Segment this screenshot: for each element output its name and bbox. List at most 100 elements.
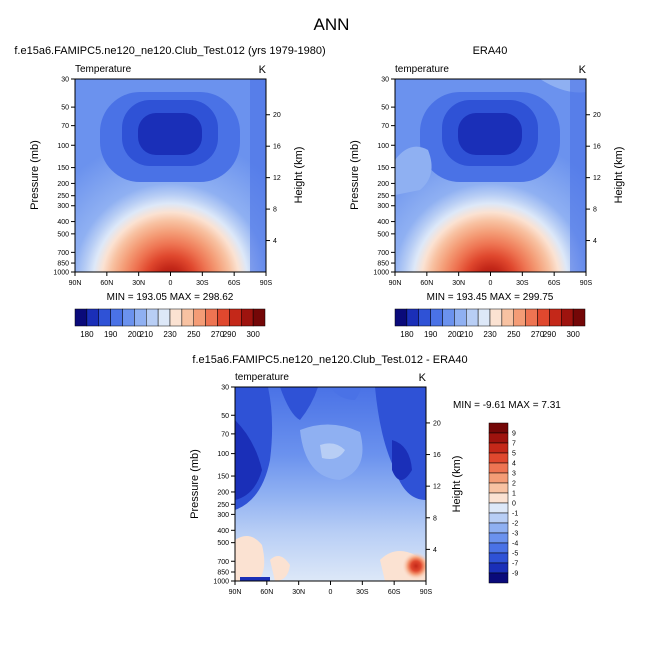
panel-diff-colorbar-label: 1	[512, 491, 516, 498]
panel-model-colorbar-label: 230	[163, 330, 177, 339]
panel-diff-colorbar-label: -1	[512, 511, 518, 518]
panel-model-colorbar-label: 290	[223, 330, 237, 339]
panel-diff-colorbar-swatch	[488, 452, 509, 464]
panel-obs-units: K	[579, 64, 587, 76]
panel-diff-colorbar-swatch	[488, 432, 509, 444]
panel-obs-ytick-label: 70	[381, 123, 389, 130]
panel-diff-colorbar-label: 0	[512, 501, 516, 508]
panel-obs-height-tick-label: 8	[593, 207, 597, 214]
panel-diff-ytick-label: 150	[217, 474, 229, 481]
panel-obs-xtick-label: 0	[489, 280, 493, 287]
panel-obs-height-tick-label: 12	[593, 175, 601, 182]
panel-diff-ylabel-right: Height (km)	[451, 456, 463, 513]
panel-obs: ERA40 temperature K 90N 60N 30N 0 30S 60S 90S 3…	[349, 45, 625, 339]
panel-model-ytick-label: 70	[61, 123, 69, 130]
panel-obs-colorbar-label: 200	[448, 330, 462, 339]
panel-obs-xtick-label: 30N	[452, 280, 465, 287]
panel-obs-colorbar-swatch	[454, 308, 467, 327]
panel-model-units: K	[259, 64, 267, 76]
panel-diff-ytick-label: 100	[217, 451, 229, 458]
panel-model-ytick-label: 100	[57, 143, 69, 150]
panel-model-ytick-label: 850	[57, 261, 69, 268]
panel-diff-colorbar-swatch	[488, 482, 509, 494]
panel-model-height-tick-label: 4	[273, 238, 277, 245]
panel-model-colorbar-swatch	[74, 308, 88, 327]
panel-obs-height-tick-label: 4	[593, 238, 597, 245]
panel-model-xtick-label: 30S	[196, 280, 209, 287]
panel-obs-ytick-label: 850	[377, 261, 389, 268]
panel-diff-xtick-label: 30S	[356, 589, 369, 596]
panel-model-colorbar-label: 210	[140, 330, 154, 339]
panel-obs-colorbar-label: 250	[507, 330, 521, 339]
panel-obs-ytick-label: 50	[381, 105, 389, 112]
panel-model-ytick-label: 200	[57, 181, 69, 188]
panel-diff-ytick-label: 400	[217, 528, 229, 535]
panel-obs-ytick-label: 30	[381, 77, 389, 84]
panel-model-left-label: Temperature	[75, 64, 132, 75]
panel-diff-left-label: temperature	[235, 372, 289, 383]
panel-diff-colorbar-swatch	[488, 462, 509, 474]
panel-diff-height-tick-label: 20	[433, 420, 441, 427]
panel-model-ytick-label: 500	[57, 231, 69, 238]
panel-model-title: f.e15a6.FAMIPC5.ne120_ne120.Club_Test.01…	[14, 45, 325, 57]
panel-diff-ytick-label: 200	[217, 489, 229, 496]
panel-model-colorbar-swatch	[122, 308, 135, 327]
panel-diff-colorbar-label: -2	[512, 521, 518, 528]
panel-diff-xtick-label: 90N	[229, 589, 242, 596]
panel-obs-colorbar-swatch	[418, 308, 431, 327]
panel-diff-colorbar-swatch	[488, 492, 509, 504]
panel-diff-colorbar: 9 7 5 4 3 2 1 0 -1 -2 -3 -4 -5 -7 -9	[488, 422, 518, 584]
panel-obs-colorbar-swatch	[572, 308, 586, 327]
panel-model-colorbar-label: 190	[104, 330, 118, 339]
panel-obs-xtick-label: 30S	[516, 280, 529, 287]
panel-obs-xtick-label: 90N	[389, 280, 402, 287]
panel-obs-height-tick-label: 20	[593, 112, 601, 119]
panel-obs-colorbar-label: 270	[531, 330, 545, 339]
panel-model-colorbar-label: 270	[211, 330, 225, 339]
panel-model-colorbar-label: 200	[128, 330, 142, 339]
panel-obs-colorbar-swatch	[525, 308, 538, 327]
panel-obs-colorbar-swatch	[442, 308, 455, 327]
panel-obs-colorbar-label: 230	[483, 330, 497, 339]
panel-model-colorbar-swatch	[134, 308, 147, 327]
panel-diff-xtick-label: 60S	[388, 589, 401, 596]
panel-model-ytick-label: 150	[57, 165, 69, 172]
panel-diff-xtick-label: 90S	[420, 589, 433, 596]
panel-model-ytick-label: 30	[61, 77, 69, 84]
panel-diff-colorbar-label: -5	[512, 551, 518, 558]
panel-obs-ytick-label: 500	[377, 231, 389, 238]
panel-model-ylabel: Pressure (mb)	[29, 140, 41, 210]
panel-model-height-tick-label: 8	[273, 207, 277, 214]
panel-model-ylabel-right: Height (km)	[293, 147, 305, 204]
panel-model-colorbar-swatch	[241, 308, 254, 327]
panel-obs-colorbar-swatch	[513, 308, 526, 327]
panel-obs-ytick-label: 300	[377, 203, 389, 210]
panel-diff-colorbar-label: -3	[512, 531, 518, 538]
panel-obs-colorbar-swatch	[466, 308, 479, 327]
panel-diff-colorbar-swatch	[488, 512, 509, 524]
panel-diff-ytick-label: 50	[221, 413, 229, 420]
panel-diff-colorbar-swatch	[488, 502, 509, 514]
panel-model-xtick-label: 60S	[228, 280, 241, 287]
panel-model-ytick-label: 250	[57, 193, 69, 200]
panel-model-xtick-label: 60N	[100, 280, 113, 287]
panel-model-ytick-label: 50	[61, 105, 69, 112]
panel-diff-colorbar-label: 4	[512, 461, 516, 468]
panel-obs-colorbar-swatch	[561, 308, 574, 327]
panel-model-colorbar-swatch	[86, 308, 99, 327]
panel-diff-colorbar-swatch	[488, 532, 509, 544]
panel-obs-left-label: temperature	[395, 64, 449, 75]
panel-model-colorbar-swatch	[217, 308, 230, 327]
panel-obs-field	[395, 79, 586, 272]
panel-diff-height-tick-label: 8	[433, 515, 437, 522]
panel-model-height-tick-label: 20	[273, 112, 281, 119]
panel-obs-xtick-label: 90S	[580, 280, 593, 287]
panel-diff-ytick-label: 70	[221, 431, 229, 438]
panel-obs-xtick-label: 60N	[420, 280, 433, 287]
panel-diff-colorbar-swatch	[488, 562, 509, 574]
panel-model-colorbar-swatch	[157, 308, 171, 327]
panel-diff-colorbar-label: 5	[512, 451, 516, 458]
panel-model-ytick-label: 400	[57, 219, 69, 226]
